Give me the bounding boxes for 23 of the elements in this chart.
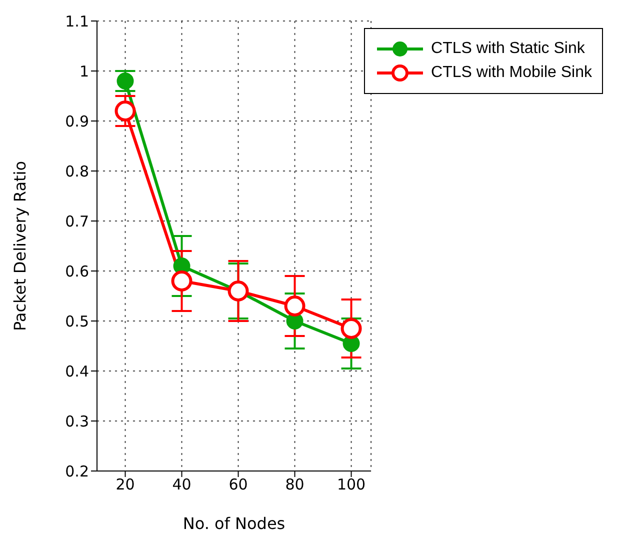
y-tick-label: 0.8 xyxy=(65,162,89,180)
y-tick-label: 0.6 xyxy=(65,262,89,280)
y-tick-label: 0.4 xyxy=(65,362,89,380)
point xyxy=(340,318,362,339)
y-tick-label: 0.5 xyxy=(65,312,89,330)
x-tick-label: 100 xyxy=(336,476,366,494)
legend-label: CTLS with Static Sink xyxy=(431,40,585,58)
y-tick-label: 0.7 xyxy=(65,212,89,230)
y-tick-label: 1 xyxy=(79,62,89,80)
y-tick-label: 0.2 xyxy=(65,462,89,480)
x-axis-title: No. of Nodes xyxy=(182,514,286,533)
x-tick-label: 20 xyxy=(116,476,135,494)
legend-label: CTLS with Mobile Sink xyxy=(431,64,592,82)
y-tick-label: 0.9 xyxy=(65,112,89,130)
x-tick-label: 40 xyxy=(172,476,192,494)
y-tick-label: 0.3 xyxy=(65,412,89,430)
x-tick-label: 60 xyxy=(228,476,248,494)
y-axis-title: Packet Delivery Ratio xyxy=(10,160,30,332)
y-tick-label: 1.1 xyxy=(65,12,89,30)
point xyxy=(284,296,306,316)
point xyxy=(114,100,136,122)
x-tick-label: 80 xyxy=(285,476,304,494)
point xyxy=(171,270,192,292)
